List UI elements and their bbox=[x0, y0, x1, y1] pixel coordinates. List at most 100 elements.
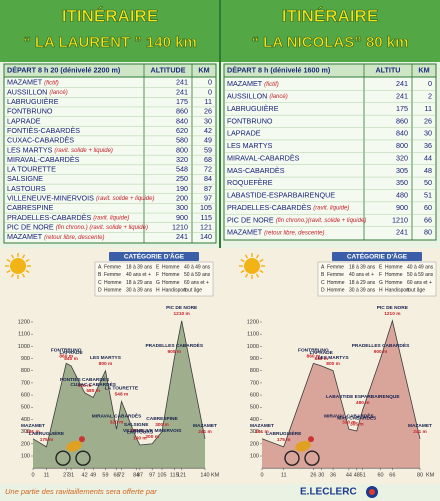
stop-altitude: 200 bbox=[176, 193, 188, 202]
y-tick-label: 700 bbox=[250, 380, 259, 386]
stop-altitude: 305 bbox=[396, 166, 408, 175]
stop-km: 68 bbox=[204, 155, 212, 164]
stop-km: 80 bbox=[424, 228, 432, 237]
stop-altitude: 320 bbox=[396, 153, 408, 162]
age-entry: Homme bbox=[162, 272, 180, 278]
y-tick-label: 1000 bbox=[247, 344, 259, 350]
stop-note: (ravit. liquide) bbox=[313, 206, 349, 212]
stop-name: AUSSILLON bbox=[7, 87, 47, 96]
peak-name: MAS CABARDÈS bbox=[337, 413, 377, 421]
age-entry: Handisport bbox=[162, 288, 187, 294]
table-header: KM bbox=[198, 65, 209, 74]
x-tick-label: 48 bbox=[354, 473, 360, 479]
stop-note: (fictif) bbox=[44, 80, 59, 86]
age-entry: 30 à 39 ans bbox=[126, 288, 153, 294]
stop-altitude: 1210 bbox=[392, 215, 408, 224]
age-entry: Femme bbox=[104, 264, 121, 270]
stop-name: LAPRADE bbox=[227, 129, 261, 138]
stop-altitude: 580 bbox=[176, 136, 188, 145]
stop-name: MIRAVAL-CABARDÈS bbox=[227, 153, 300, 162]
peak-altitude: 241 m bbox=[255, 429, 269, 435]
peak-altitude: 305 m bbox=[350, 421, 364, 427]
x-tick-label: 87 bbox=[137, 473, 143, 479]
age-entry: F bbox=[379, 272, 382, 278]
stop-name: LAPRADE bbox=[7, 116, 41, 125]
stop-name: PRADELLES-CABARDÈS bbox=[227, 203, 311, 212]
stop-name: LES MARTYS bbox=[227, 141, 273, 150]
stop-altitude: 320 bbox=[176, 155, 188, 164]
age-entry: 60 ans et + bbox=[407, 280, 432, 286]
y-tick-label: 1000 bbox=[18, 344, 30, 350]
stop-altitude: 175 bbox=[396, 104, 408, 113]
age-entry: tout âge bbox=[184, 288, 202, 294]
age-entry: 60 ans et + bbox=[184, 280, 209, 286]
age-entry: 18 à 29 ans bbox=[126, 280, 153, 286]
profile-fill bbox=[262, 320, 420, 469]
stop-km: 121 bbox=[200, 222, 212, 231]
stop-km: 60 bbox=[424, 203, 432, 212]
age-entry: 30 à 39 ans bbox=[349, 288, 376, 294]
stop-note: (retour libre, descente) bbox=[264, 230, 324, 236]
stop-altitude: 241 bbox=[176, 78, 188, 87]
peak-altitude: 840 m bbox=[314, 356, 328, 362]
age-entry: Homme bbox=[327, 288, 345, 294]
stop-name: PRADELLES-CABARDÈS bbox=[7, 213, 91, 222]
peak-name: LABRUGUIÈRE bbox=[29, 429, 65, 437]
stop-km: 87 bbox=[204, 184, 212, 193]
stop-altitude: 840 bbox=[396, 129, 408, 138]
peak-name: MIRAVAL CABARDÈS bbox=[324, 411, 374, 419]
y-tick-label: 300 bbox=[250, 429, 259, 435]
y-tick-label: 1100 bbox=[247, 332, 259, 338]
title-line: ITINÉRAIRE bbox=[62, 6, 158, 25]
table-header: KM bbox=[418, 65, 429, 74]
x-tick-label: 51 bbox=[360, 473, 366, 479]
peak-altitude: 241 m bbox=[26, 429, 40, 435]
stop-km: 49 bbox=[204, 136, 212, 145]
age-entry: Handisport bbox=[385, 288, 410, 294]
y-tick-label: 1100 bbox=[18, 332, 30, 338]
stop-altitude: 900 bbox=[396, 203, 408, 212]
stop-note: (fin chrono.)(ravit. solide + liquide) bbox=[276, 218, 367, 224]
sun-ray bbox=[259, 258, 264, 263]
stop-name: MAZAMET bbox=[227, 228, 263, 237]
y-tick-label: 800 bbox=[250, 368, 259, 374]
stop-name: MAS-CABARDÈS bbox=[227, 166, 285, 175]
age-entry: Homme bbox=[385, 280, 403, 286]
age-box bbox=[317, 261, 437, 297]
peak-altitude: 175 m bbox=[277, 437, 291, 443]
stop-name: LASTOURS bbox=[7, 184, 46, 193]
peak-name: LA TOURETTE bbox=[105, 386, 139, 392]
peak-name: FONTIÈS CABARDÈS bbox=[60, 375, 110, 383]
age-entry: D bbox=[321, 288, 325, 294]
peak-name: PRADELLES CABARDÈS bbox=[352, 341, 410, 349]
age-box bbox=[94, 261, 214, 297]
stop-km: 51 bbox=[424, 191, 432, 200]
age-entry: C bbox=[321, 280, 325, 286]
peak-name: LAPRADE bbox=[59, 350, 83, 356]
x-tick-label: 42 bbox=[82, 473, 88, 479]
x-tick-label: 60 bbox=[377, 473, 383, 479]
table-header: DÉPART 8 h (dénivelé 1600 m) bbox=[227, 65, 331, 74]
x-tick-label: 49 bbox=[90, 473, 96, 479]
peak-altitude: 840 m bbox=[64, 356, 78, 362]
x-tick-label: 84 bbox=[133, 473, 139, 479]
stop-altitude: 300 bbox=[176, 203, 188, 212]
age-title-bg bbox=[332, 252, 422, 261]
table-header-bg bbox=[3, 63, 217, 78]
peak-name: LABASTIDE ESPARBAIRENQUE bbox=[326, 394, 401, 400]
stop-km: 115 bbox=[201, 213, 212, 222]
stop-km: 30 bbox=[424, 129, 432, 138]
age-entry: 18 à 39 ans bbox=[126, 264, 153, 270]
y-tick-label: 500 bbox=[21, 405, 30, 411]
stop-km: 48 bbox=[424, 166, 432, 175]
stop-altitude: 620 bbox=[176, 126, 188, 135]
y-tick-label: 800 bbox=[21, 368, 30, 374]
rider bbox=[295, 440, 311, 452]
peak-name: MAZAMET bbox=[408, 423, 432, 429]
title-line: ITINÉRAIRE bbox=[282, 6, 378, 25]
age-entry: D bbox=[98, 288, 102, 294]
stop-km: 105 bbox=[200, 203, 212, 212]
age-entry: G bbox=[379, 280, 383, 286]
age-entry: tout âge bbox=[407, 288, 425, 294]
